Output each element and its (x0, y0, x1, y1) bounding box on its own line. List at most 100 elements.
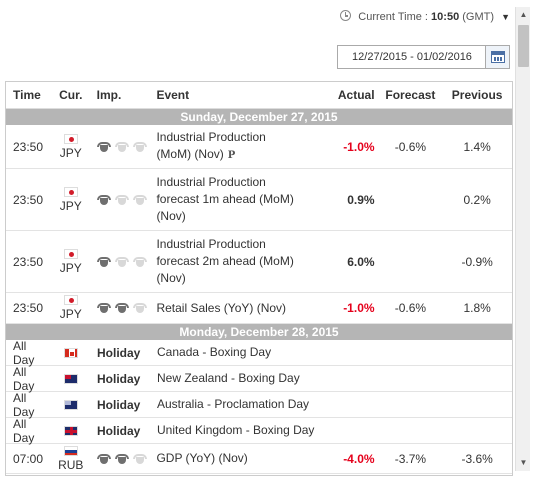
event-name[interactable]: Industrial Production (MoM) (Nov) P (154, 129, 321, 164)
vertical-scrollbar[interactable]: ▲ ▼ (515, 7, 530, 471)
event-name[interactable]: Australia - Proclamation Day (157, 397, 310, 411)
event-name[interactable]: Retail Sales (YoY) (Nov) (154, 300, 321, 317)
currency-cell (50, 425, 92, 436)
table-header: Time Cur. Imp. Event Actual Forecast Pre… (6, 82, 512, 109)
currency-cell: RUB (50, 445, 92, 472)
bull-icon (132, 256, 147, 267)
day-header: Sunday, December 27, 2015 (6, 109, 512, 125)
event-name-line[interactable]: (Nov) (156, 271, 186, 285)
forecast-value: -0.6% (394, 139, 427, 154)
event-name[interactable]: Canada - Boxing Day (157, 345, 272, 359)
bull-icon (96, 194, 111, 205)
date-range-text[interactable]: 12/27/2015 - 01/02/2016 (352, 51, 472, 63)
event-name[interactable]: GDP (YoY) (Nov) (156, 451, 248, 465)
importance-cell (92, 141, 155, 152)
holiday-row[interactable]: All Day Holiday United Kingdom - Boxing … (6, 417, 512, 445)
australia-flag-icon (64, 399, 78, 410)
event-name-line[interactable]: Industrial Production (156, 237, 266, 251)
scrollbar-thumb[interactable] (518, 25, 529, 67)
currency-cell: JPY (50, 295, 92, 321)
currency-code: JPY (59, 260, 82, 275)
col-header-previous[interactable]: Previous (451, 88, 503, 102)
event-time: All Day (13, 338, 35, 367)
importance-cell (92, 303, 155, 313)
holiday-row[interactable]: All Day Holiday New Zealand - Boxing Day (6, 364, 512, 393)
event-name-line[interactable]: forecast 1m ahead (MoM) (156, 192, 294, 206)
bull-icon (114, 303, 129, 313)
bull-icon (132, 303, 147, 313)
col-header-time[interactable]: Time (13, 88, 41, 102)
clock-icon (340, 10, 352, 21)
bull-icon (96, 256, 111, 267)
actual-value: -1.0% (343, 139, 375, 154)
event-name-line[interactable]: Industrial Production (156, 130, 266, 144)
holiday-label: Holiday (97, 371, 141, 386)
preliminary-icon: P (227, 150, 236, 161)
event-time: 07:00 (13, 451, 44, 466)
col-header-forecast[interactable]: Forecast (385, 88, 436, 102)
canada-flag-icon (64, 347, 78, 358)
forecast-value: -0.6% (394, 301, 427, 315)
bull-icon (132, 453, 147, 464)
previous-value: 0.2% (463, 192, 491, 207)
currency-code: JPY (59, 198, 82, 213)
col-header-event[interactable]: Event (156, 88, 190, 102)
importance-cell (92, 453, 155, 464)
currency-code: JPY (59, 307, 82, 321)
holiday-label: Holiday (97, 423, 141, 438)
event-name-line[interactable]: (MoM) (Nov) (156, 147, 224, 161)
russia-flag-icon (63, 445, 78, 456)
currency-cell (50, 399, 92, 410)
table-row[interactable]: 23:50 JPY Industrial Production forecast… (6, 169, 512, 231)
japan-flag-icon (63, 133, 78, 144)
table-row[interactable]: 23:50 JPY Industrial Production (MoM) (N… (6, 125, 512, 169)
event-name[interactable]: New Zealand - Boxing Day (157, 371, 300, 385)
current-time-bar[interactable]: Current Time : 10:50 (GMT) ▼ (0, 10, 510, 28)
actual-value: -1.0% (343, 301, 375, 315)
event-time: 23:50 (13, 301, 44, 315)
col-header-actual[interactable]: Actual (337, 88, 375, 102)
previous-value: 1.4% (463, 139, 491, 154)
previous-value: -3.6% (461, 451, 493, 466)
new-zealand-flag-icon (64, 373, 78, 384)
uk-flag-icon (64, 425, 78, 436)
event-name[interactable]: Industrial Production forecast 1m ahead … (154, 174, 321, 225)
event-time: All Day (13, 364, 35, 393)
event-name-line[interactable]: Industrial Production (156, 175, 266, 189)
japan-flag-icon (63, 295, 78, 305)
col-header-importance[interactable]: Imp. (96, 88, 122, 102)
current-time-label: Current Time : (358, 11, 428, 23)
event-time: All Day (13, 390, 35, 419)
previous-value: -0.9% (461, 254, 493, 269)
bull-icon (114, 256, 129, 267)
forecast-value: -3.7% (394, 451, 427, 466)
currency-code: RUB (58, 457, 84, 472)
table-row[interactable]: 07:00 RUB GDP (YoY) (Nov) -4.0% -3.7% -3… (6, 444, 512, 474)
event-name[interactable]: Industrial Production forecast 2m ahead … (154, 236, 321, 287)
bull-icon (114, 194, 129, 205)
bull-icon (114, 453, 129, 464)
event-name[interactable]: United Kingdom - Boxing Day (157, 423, 315, 437)
date-range-picker[interactable]: 12/27/2015 - 01/02/2016 (337, 45, 510, 69)
chevron-down-icon[interactable]: ▼ (501, 12, 510, 22)
table-row[interactable]: 23:50 JPY Retail Sales (YoY) (Nov) -1.0%… (6, 293, 512, 324)
event-name-line[interactable]: (Nov) (156, 209, 186, 223)
table-row[interactable]: 23:50 JPY Industrial Production forecast… (6, 231, 512, 293)
event-name-line[interactable]: forecast 2m ahead (MoM) (156, 254, 294, 268)
holiday-row[interactable]: All Day Holiday Australia - Proclamation… (6, 390, 512, 419)
holiday-label: Holiday (97, 345, 141, 360)
bull-icon (96, 303, 111, 313)
japan-flag-icon (63, 186, 78, 197)
actual-value: 6.0% (347, 254, 375, 269)
current-time-value: 10:50 (431, 11, 460, 23)
event-name-line[interactable]: Retail Sales (YoY) (Nov) (156, 300, 287, 315)
holiday-row[interactable]: All Day Holiday Canada - Boxing Day (6, 338, 512, 367)
importance-cell (92, 194, 155, 205)
calendar-button[interactable] (485, 46, 509, 68)
scroll-down-arrow-icon[interactable]: ▼ (519, 458, 528, 467)
scroll-up-arrow-icon[interactable]: ▲ (519, 10, 528, 19)
bull-icon (96, 453, 111, 464)
holiday-label: Holiday (97, 397, 141, 412)
timezone-label: (GMT) (462, 11, 495, 23)
col-header-currency[interactable]: Cur. (59, 88, 83, 102)
